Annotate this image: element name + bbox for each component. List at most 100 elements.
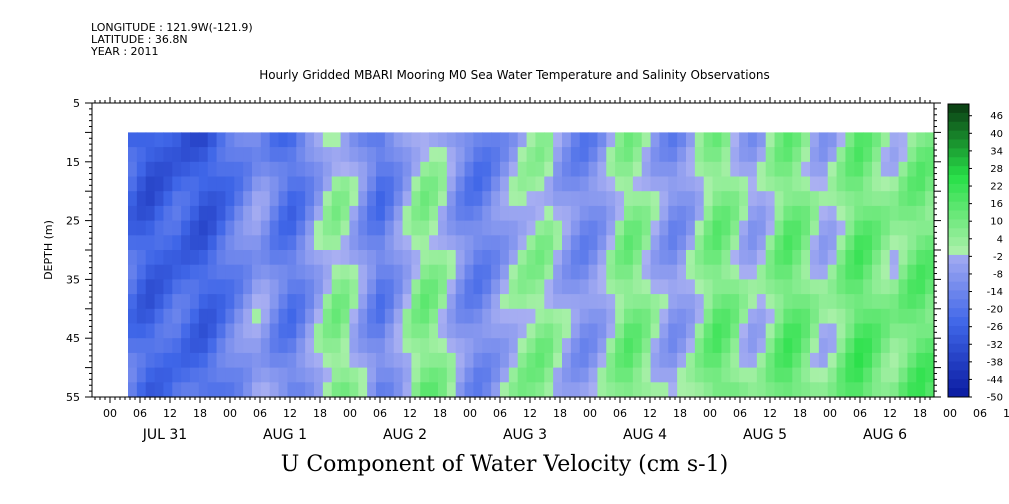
heatmap-cell [482,235,492,251]
heatmap-cell [393,294,404,310]
heatmap-cell [322,132,333,148]
heatmap-cell [314,176,324,192]
heatmap-cell [863,205,873,222]
heatmap-cell [260,161,271,178]
heatmap-cell [889,352,900,369]
x-day-label: AUG 2 [383,427,427,443]
heatmap-cell [163,176,173,192]
heatmap-cell [260,147,271,163]
heatmap-cell [225,176,235,192]
heatmap-cell [216,191,227,207]
heatmap-cell [420,161,430,178]
heatmap-cell [376,294,386,310]
heatmap-cell [535,176,545,192]
heatmap-cell [686,338,696,354]
heatmap-cell [438,294,448,310]
heatmap-cell [606,323,616,339]
heatmap-cell [898,367,909,383]
heatmap-cell [163,308,173,325]
heatmap-cell [898,352,909,369]
heatmap-cell [216,176,227,192]
heatmap-cell [376,250,386,266]
heatmap-cell [889,235,900,251]
heatmap-cell [190,294,200,310]
heatmap-cell [517,205,528,222]
heatmap-cell [632,308,643,325]
heatmap-cell [517,235,528,251]
heatmap-cell [615,323,625,339]
heatmap-cell [491,132,501,148]
heatmap-cell [889,323,900,339]
heatmap-cell [659,250,669,266]
heatmap-cell [278,264,289,280]
heatmap-cell [331,250,342,266]
heatmap-cell [402,132,413,148]
heatmap-cell [597,205,607,222]
heatmap-cell [234,250,244,266]
heatmap-cell [314,250,324,266]
heatmap-cell [544,382,554,398]
heatmap-cell [446,176,457,192]
heatmap-cell [916,132,926,148]
heatmap-cell [225,382,235,398]
heatmap-cell [411,279,421,295]
heatmap-cell [269,308,280,325]
heatmap-cell [907,308,917,325]
heatmap-cell [508,220,519,236]
heatmap-cell [597,338,607,354]
heatmap-cell [216,220,227,236]
heatmap-cell [305,264,315,280]
heatmap-cell [836,264,847,280]
heatmap-cell [712,235,723,251]
x-tick-label: 06 [253,407,267,420]
heatmap-cell [632,235,643,251]
heatmap-cell [128,352,138,369]
heatmap-cell [863,294,873,310]
heatmap-cell [712,294,723,310]
heatmap-cell [420,176,430,192]
y-tick-label: 45 [66,332,80,345]
heatmap-cell [420,235,430,251]
heatmap-cell [783,294,793,310]
heatmap-cell [260,367,271,383]
heatmap-cell [482,191,492,207]
heatmap-cell [818,161,829,178]
heatmap-cell [774,147,785,163]
heatmap-cell [358,308,368,325]
heatmap-cell [243,220,253,236]
heatmap-cell [384,338,395,354]
heatmap-cell [322,176,333,192]
heatmap-cell [641,235,652,251]
heatmap-cell [198,382,209,398]
heatmap-cell [615,352,625,369]
heatmap-cell [827,235,838,251]
heatmap-cell [818,367,829,383]
heatmap-cell [296,338,306,354]
colorbar-swatch [948,112,969,123]
heatmap-cell [349,205,359,222]
heatmap-cell [774,338,785,354]
heatmap-cell [818,235,829,251]
heatmap-cell [172,235,182,251]
heatmap-cell [482,323,492,339]
heatmap-cell [269,161,280,178]
heatmap-cell [500,132,510,148]
heatmap-cell [756,352,767,369]
heatmap-cell [668,176,678,192]
heatmap-cell [136,235,147,251]
heatmap-cell [659,235,669,251]
heatmap-cell [438,338,448,354]
heatmap-cell [880,220,891,236]
heatmap-cell [446,308,457,325]
heatmap-cell [544,338,554,354]
heatmap-cell [296,308,306,325]
heatmap-cell [624,382,634,398]
heatmap-cell [367,264,377,280]
heatmap-cell [331,323,342,339]
heatmap-cell [553,323,563,339]
heatmap-cell [234,132,244,148]
heatmap-cell [748,294,758,310]
colorbar-swatch [948,299,969,309]
heatmap-cell [606,382,616,398]
heatmap-cell [535,279,545,295]
